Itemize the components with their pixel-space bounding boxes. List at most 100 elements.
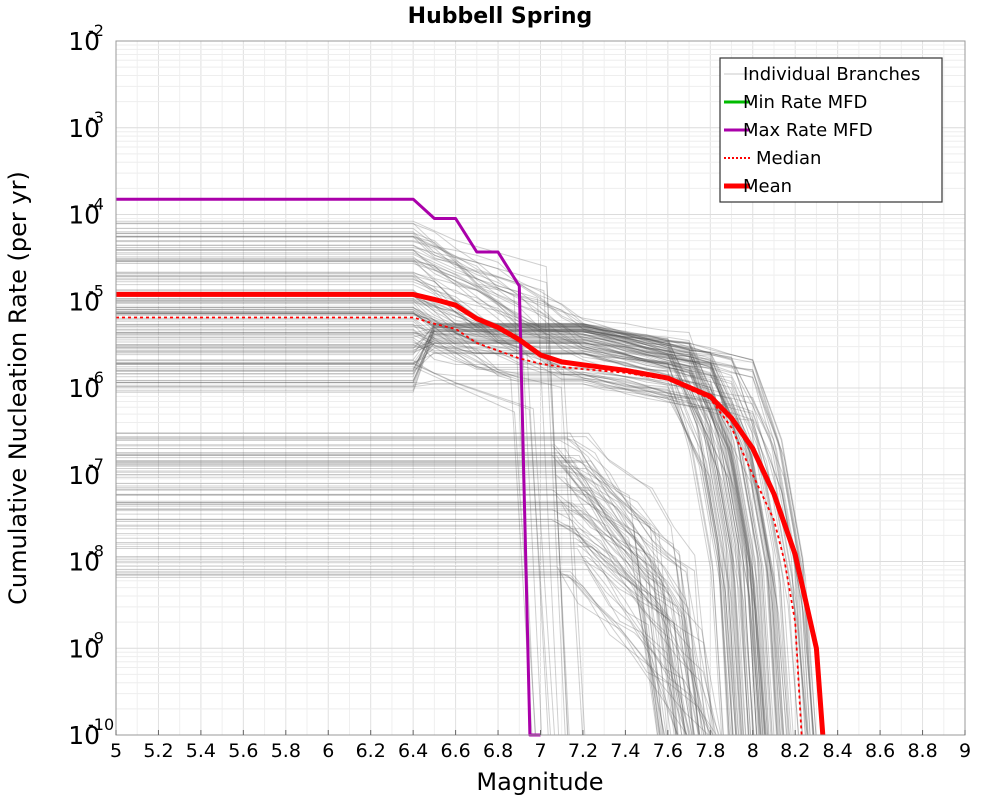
- branch-line: [116, 272, 765, 736]
- branch-line: [116, 501, 675, 736]
- branch-line: [116, 341, 758, 736]
- branch-line: [116, 325, 768, 736]
- branch-line: [116, 314, 779, 736]
- branch-line: [116, 235, 729, 736]
- x-tick-label: 8.2: [780, 740, 810, 762]
- branch-line: [116, 326, 769, 736]
- legend-label: Mean: [743, 176, 792, 197]
- branch-line: [116, 338, 752, 736]
- branch-line: [116, 556, 711, 736]
- branch-line: [116, 289, 766, 736]
- x-tick-label: 7.4: [610, 740, 640, 762]
- branch-line: [116, 300, 808, 736]
- branch-line: [116, 342, 762, 736]
- branch-line: [116, 324, 758, 736]
- branch-line: [116, 460, 677, 736]
- branch-line: [116, 463, 663, 736]
- branch-line: [116, 503, 694, 736]
- branch-line: [116, 487, 661, 736]
- branch-line: [116, 313, 780, 736]
- branch-line: [116, 311, 815, 736]
- branch-line: [116, 311, 723, 736]
- x-tick-label: 8.4: [823, 740, 853, 762]
- branch-line: [116, 324, 761, 736]
- branch-line: [116, 324, 803, 736]
- branch-line: [116, 295, 811, 736]
- branch-line: [116, 249, 770, 736]
- y-tick: 10-6: [68, 368, 104, 403]
- branch-line: [116, 228, 790, 736]
- legend-label: Median: [756, 148, 821, 169]
- branch-line: [116, 533, 707, 736]
- branch-line: [116, 489, 661, 736]
- branch-line: [116, 323, 734, 736]
- y-tick-exponent: -7: [88, 455, 104, 474]
- x-tick-label: 7: [534, 740, 546, 762]
- branch-line: [116, 301, 766, 736]
- branch-line: [116, 260, 762, 736]
- branch-line: [116, 332, 533, 736]
- branch-line: [116, 525, 700, 736]
- y-tick-base: 10: [68, 201, 100, 230]
- branch-line: [116, 461, 661, 736]
- branch-line: [116, 257, 543, 736]
- branch-line: [116, 299, 738, 736]
- branch-line: [116, 461, 722, 736]
- branch-line: [116, 571, 688, 736]
- branch-line: [116, 366, 537, 736]
- branch-line: [116, 518, 720, 736]
- branch-line: [116, 223, 744, 736]
- x-tick-label: 5.6: [228, 740, 258, 762]
- branch-line: [116, 261, 741, 736]
- branch-line: [116, 542, 685, 736]
- branch-line: [116, 489, 659, 736]
- y-tick-exponent: -6: [88, 368, 104, 387]
- branch-line: [116, 330, 743, 736]
- branch-line: [116, 278, 767, 736]
- branch-line: [116, 333, 757, 736]
- branch-line: [116, 298, 742, 736]
- branch-line: [116, 306, 730, 736]
- legend-item: Median: [724, 148, 821, 169]
- x-tick-label: 5.2: [143, 740, 173, 762]
- branch-line: [116, 340, 772, 736]
- y-tick-base: 10: [68, 721, 100, 750]
- x-tick-label: 7.6: [653, 740, 683, 762]
- y-axis-label: Cumulative Nucleation Rate (per yr): [4, 171, 32, 605]
- branch-line: [116, 494, 683, 736]
- branch-line: [116, 236, 764, 736]
- branch-line: [116, 295, 781, 736]
- branch-line: [116, 331, 778, 736]
- branch-line: [116, 333, 773, 736]
- legend: Individual Branches Min Rate MFD Max Rate …: [719, 57, 943, 203]
- branch-line: [116, 307, 549, 736]
- legend-label: Individual Branches: [743, 64, 920, 85]
- x-tick-label: 8: [747, 740, 759, 762]
- branch-line: [116, 379, 737, 736]
- legend-label: Min Rate MFD: [743, 92, 867, 113]
- branch-line: [116, 460, 713, 736]
- x-tick-label: 5.8: [271, 740, 301, 762]
- branch-line: [116, 508, 693, 736]
- y-tick-exponent: -10: [88, 715, 114, 734]
- x-tick-label: 9: [959, 740, 971, 762]
- branch-line: [116, 471, 701, 736]
- branch-line: [116, 328, 730, 736]
- branch-line: [116, 444, 679, 736]
- branch-line: [116, 313, 779, 736]
- branch-line: [116, 331, 806, 736]
- branch-line: [116, 439, 679, 736]
- y-tick-exponent: -2: [88, 21, 104, 40]
- branch-line: [116, 337, 784, 736]
- branch-line: [116, 318, 815, 736]
- branch-line: [116, 312, 814, 736]
- x-tick-label: 6.6: [440, 740, 470, 762]
- branch-line: [116, 494, 695, 736]
- branch-line: [116, 465, 694, 736]
- branch-line: [116, 337, 809, 736]
- x-tick-label: 5.4: [186, 740, 216, 762]
- branch-line: [116, 232, 730, 736]
- legend-item: Max Rate MFD: [724, 120, 873, 141]
- branch-line: [116, 474, 678, 736]
- branch-line: [116, 343, 799, 736]
